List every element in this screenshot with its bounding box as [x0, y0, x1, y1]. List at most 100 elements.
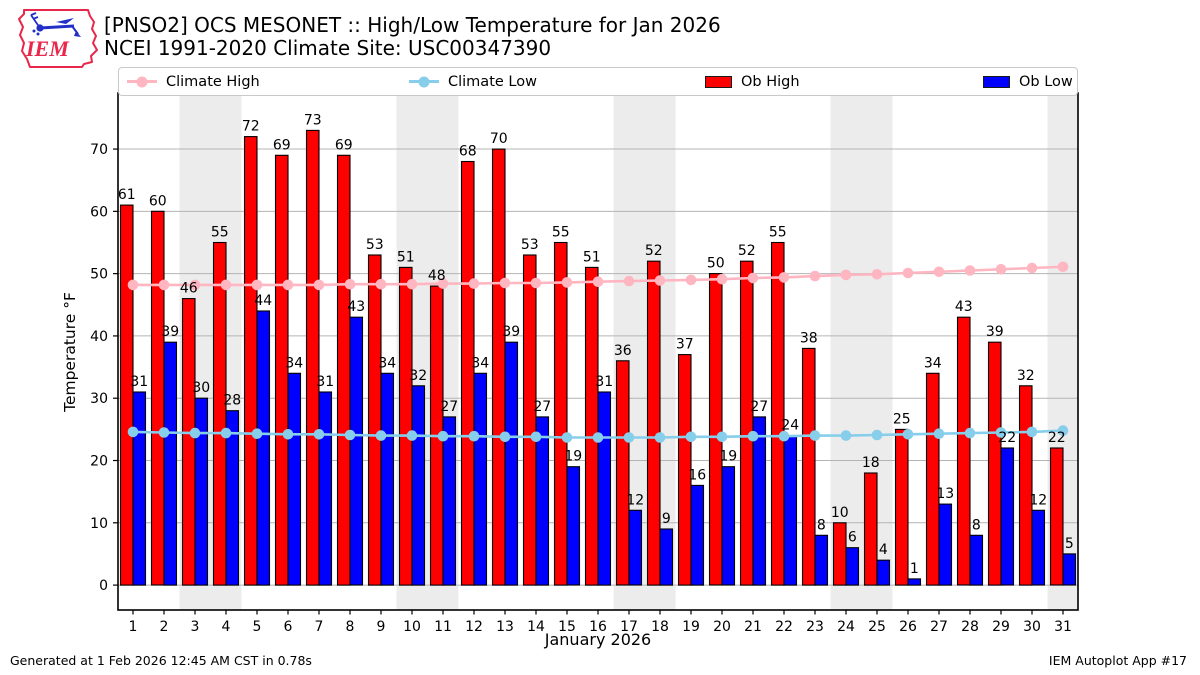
climate-high-line-marker	[127, 279, 139, 291]
footer-generated-text: Generated at 1 Feb 2026 12:45 AM CST in …	[10, 653, 312, 668]
climate-low-line-marker	[127, 426, 139, 438]
y-tick-label: 30	[90, 391, 108, 407]
x-tick-label: 11	[434, 619, 452, 635]
ob-low-value-label: 34	[378, 355, 396, 371]
ob-high-value-labels: 61 60 46 55 72 69 73 69 53 51 48 68 70 53 55 51 36 52 37 50…	[118, 112, 1066, 520]
climate-low-line-marker	[840, 430, 852, 441]
ob-low-bars	[132, 310, 1077, 586]
climate-high-line-marker	[995, 264, 1007, 275]
ob-high-bar	[708, 273, 723, 586]
ob-low-value-label: 19	[564, 449, 582, 465]
ob-low-bar	[504, 341, 519, 586]
climate-low-line-marker	[313, 429, 325, 440]
x-tick-label: 10	[403, 619, 421, 635]
climate-high-line-marker	[623, 275, 635, 287]
ob-low-value-label: 27	[533, 399, 551, 415]
climate-high-line-marker	[344, 278, 356, 290]
climate-high-line-marker	[313, 279, 325, 291]
ob-low-value-label: 5	[1065, 536, 1074, 552]
x-tick-label: 1	[129, 619, 138, 635]
ob-high-bar	[212, 241, 227, 586]
climate-low-line-marker	[158, 427, 170, 438]
x-tick-label: 5	[253, 619, 262, 635]
ob-low-bar	[1031, 509, 1046, 586]
ob-low-value-labels: 3139302844343143343227343927193112916192…	[130, 293, 1073, 577]
x-tick-label: 30	[1023, 619, 1041, 635]
ob-low-value-label: 34	[285, 355, 303, 371]
logo-text: IEM	[25, 36, 70, 61]
ob-high-value-label: 43	[955, 299, 973, 315]
x-tick-label: 29	[992, 619, 1010, 635]
ob-low-bar	[721, 466, 736, 586]
y-tick-label: 60	[90, 204, 108, 220]
ob-high-value-label: 68	[459, 144, 477, 160]
x-tick-label: 12	[465, 619, 483, 635]
climate-low-line-marker	[995, 427, 1007, 438]
x-tick-label: 9	[377, 619, 386, 635]
climate-high-line-swatch	[127, 76, 157, 87]
ob-high-bar	[460, 160, 475, 586]
ob-high-value-label: 55	[211, 225, 229, 241]
climate-high-line-marker	[716, 273, 728, 285]
ob-high-bar	[491, 148, 506, 586]
y-tick-label: 70	[90, 142, 108, 158]
y-tick-label: 10	[90, 516, 108, 532]
ob-high-value-label: 53	[521, 237, 539, 253]
ob-high-bar	[801, 347, 816, 586]
ob-high-bar	[894, 428, 909, 586]
ob-low-bar	[783, 435, 798, 586]
x-tick-label: 7	[315, 619, 324, 635]
ob-low-bar	[876, 559, 891, 586]
ob-low-bar	[256, 310, 271, 586]
climate-high-line-marker	[375, 278, 387, 290]
x-tick-label: 13	[496, 619, 514, 635]
ob-low-bar	[225, 410, 240, 586]
climate-high-line-marker	[1057, 261, 1069, 273]
climate-low-marker-icon	[418, 76, 430, 87]
climate-high-line-marker	[220, 279, 232, 291]
ob-low-bar	[690, 484, 705, 586]
climate-high-line-marker	[685, 274, 697, 286]
climate-high-line-marker	[468, 278, 480, 289]
ob-high-value-label: 51	[397, 249, 415, 265]
iem-logo: IEM	[18, 9, 98, 68]
ob-low-bar	[1000, 447, 1015, 586]
x-tick-label: 23	[806, 619, 824, 635]
climate-high-line-marker	[406, 278, 418, 290]
x-tick-label: 18	[651, 619, 669, 635]
climate-low-line-marker	[964, 427, 976, 439]
ob-high-bar	[1018, 385, 1033, 586]
ob-high-bar	[615, 360, 630, 586]
x-tick-label: 27	[930, 619, 948, 635]
y-tick-label: 50	[90, 267, 108, 283]
ob-high-value-label: 60	[149, 193, 167, 209]
ob-low-value-label: 31	[316, 374, 334, 390]
ob-low-bar	[907, 578, 922, 586]
x-tick-label: 6	[284, 619, 293, 635]
ob-low-bar	[132, 391, 147, 586]
ob-low-value-label: 31	[595, 374, 613, 390]
ob-high-bar	[739, 260, 754, 586]
ob-low-value-label: 19	[719, 449, 737, 465]
ob-low-value-label: 34	[471, 355, 489, 371]
ob-high-value-label: 10	[831, 505, 849, 521]
climate-high-line-marker	[778, 272, 790, 283]
ob-low-value-label: 12	[626, 492, 644, 508]
climate-high-line-marker	[592, 276, 604, 288]
ob-low-value-label: 13	[936, 486, 954, 502]
ob-low-value-label: 24	[781, 418, 799, 434]
ob-high-bar	[1049, 447, 1064, 586]
ob-high-bar	[956, 316, 971, 586]
ob-high-value-label: 22	[1048, 430, 1066, 446]
x-tick-label: 4	[222, 619, 231, 635]
ob-high-bar	[584, 266, 599, 586]
climate-high-line-marker	[189, 279, 201, 291]
title-block: [PNSO2] OCS MESONET :: High/Low Temperat…	[104, 14, 721, 60]
climate-low-line-marker	[344, 429, 356, 441]
ob-low-bar	[814, 534, 829, 586]
y-axis-title: Temperature °F	[61, 292, 79, 412]
ob-low-value-label: 16	[688, 467, 706, 483]
ob-low-value-label: 6	[848, 530, 857, 546]
ob-low-value-label: 8	[972, 517, 981, 533]
ob-low-value-label: 8	[817, 517, 826, 533]
